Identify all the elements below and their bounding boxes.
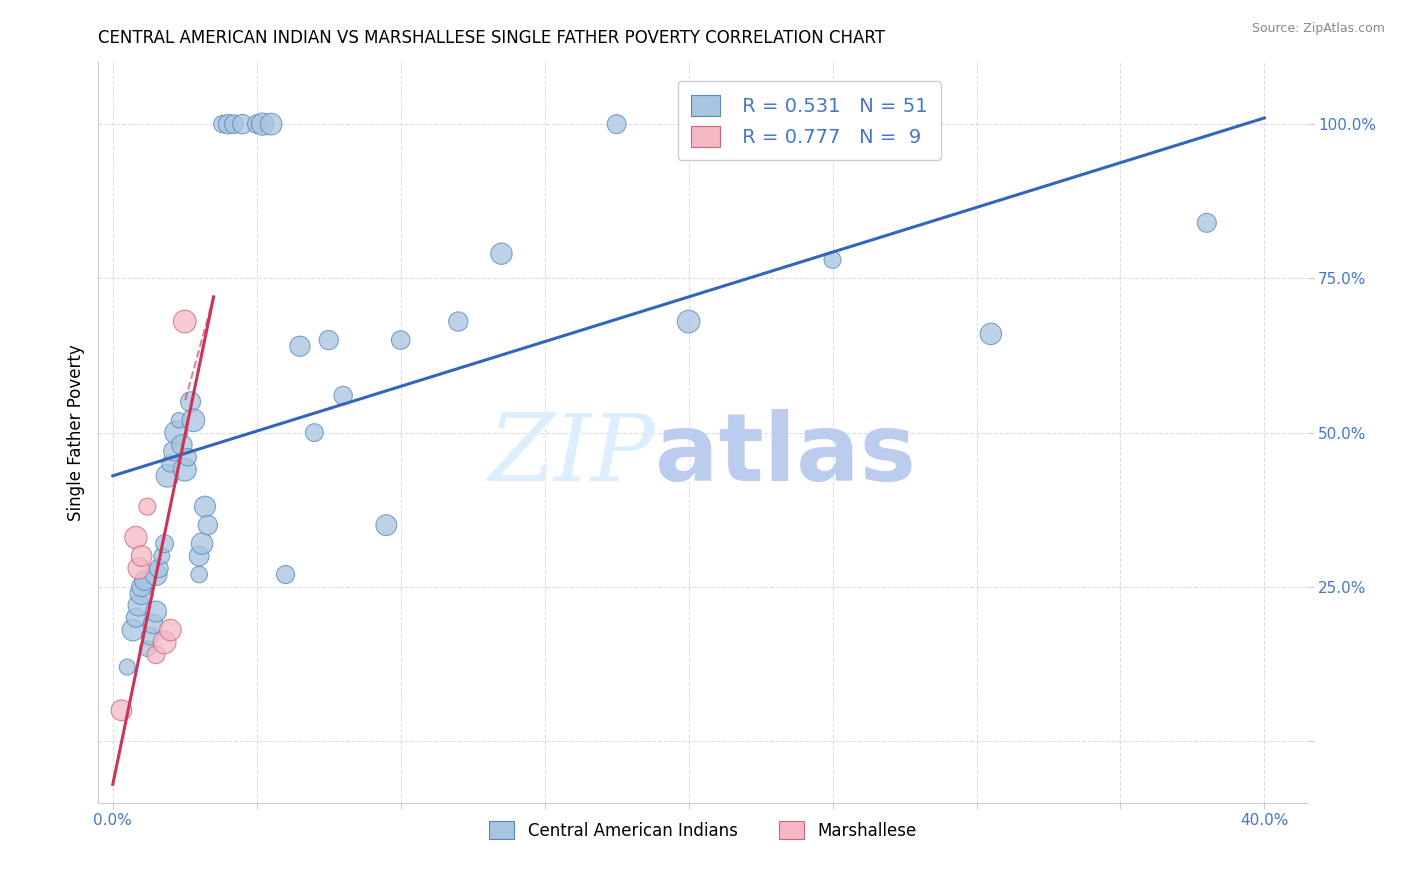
Point [188,549,211,563]
Y-axis label: Single Father Poverty: Single Father Poverty [66,344,84,521]
Point [188,567,211,582]
Point [125,611,148,625]
Point [170,438,193,452]
Point [1195,216,1218,230]
Point [222,117,245,131]
Point [125,531,148,545]
Point [288,339,311,353]
Point [191,536,214,550]
Point [162,444,184,458]
Point [145,648,167,662]
Point [165,425,187,440]
Point [318,333,340,347]
Point [246,117,269,131]
Text: ZIP: ZIP [488,409,655,500]
Point [173,462,195,476]
Point [183,413,205,427]
Point [148,561,170,575]
Point [274,567,297,582]
Point [131,586,153,600]
Point [180,394,202,409]
Point [491,246,513,260]
Point [159,457,181,471]
Point [211,117,233,131]
Point [156,468,179,483]
Point [176,450,198,465]
Text: Source: ZipAtlas.com: Source: ZipAtlas.com [1251,22,1385,36]
Point [447,315,470,329]
Point [173,315,195,329]
Point [260,117,283,131]
Text: atlas: atlas [655,409,915,500]
Point [159,623,181,637]
Point [145,605,167,619]
Point [194,500,217,514]
Point [231,117,253,131]
Point [252,117,274,131]
Point [153,536,176,550]
Point [136,500,159,514]
Point [217,117,239,131]
Point [139,629,162,643]
Point [145,567,167,582]
Point [375,518,398,533]
Point [128,561,150,575]
Point [606,117,628,131]
Point [167,413,190,427]
Point [134,574,156,588]
Point [142,616,165,631]
Legend: Central American Indians, Marshallese: Central American Indians, Marshallese [479,812,927,850]
Point [136,641,159,656]
Point [389,333,412,347]
Point [332,389,354,403]
Point [153,635,176,649]
Point [197,518,219,533]
Point [128,599,150,613]
Point [304,425,326,440]
Point [122,623,145,637]
Point [150,549,173,563]
Point [115,660,138,674]
Point [821,252,844,267]
Point [110,703,132,717]
Point [980,326,1002,341]
Point [678,315,700,329]
Text: CENTRAL AMERICAN INDIAN VS MARSHALLESE SINGLE FATHER POVERTY CORRELATION CHART: CENTRAL AMERICAN INDIAN VS MARSHALLESE S… [98,29,886,47]
Point [131,580,153,594]
Point [131,549,153,563]
